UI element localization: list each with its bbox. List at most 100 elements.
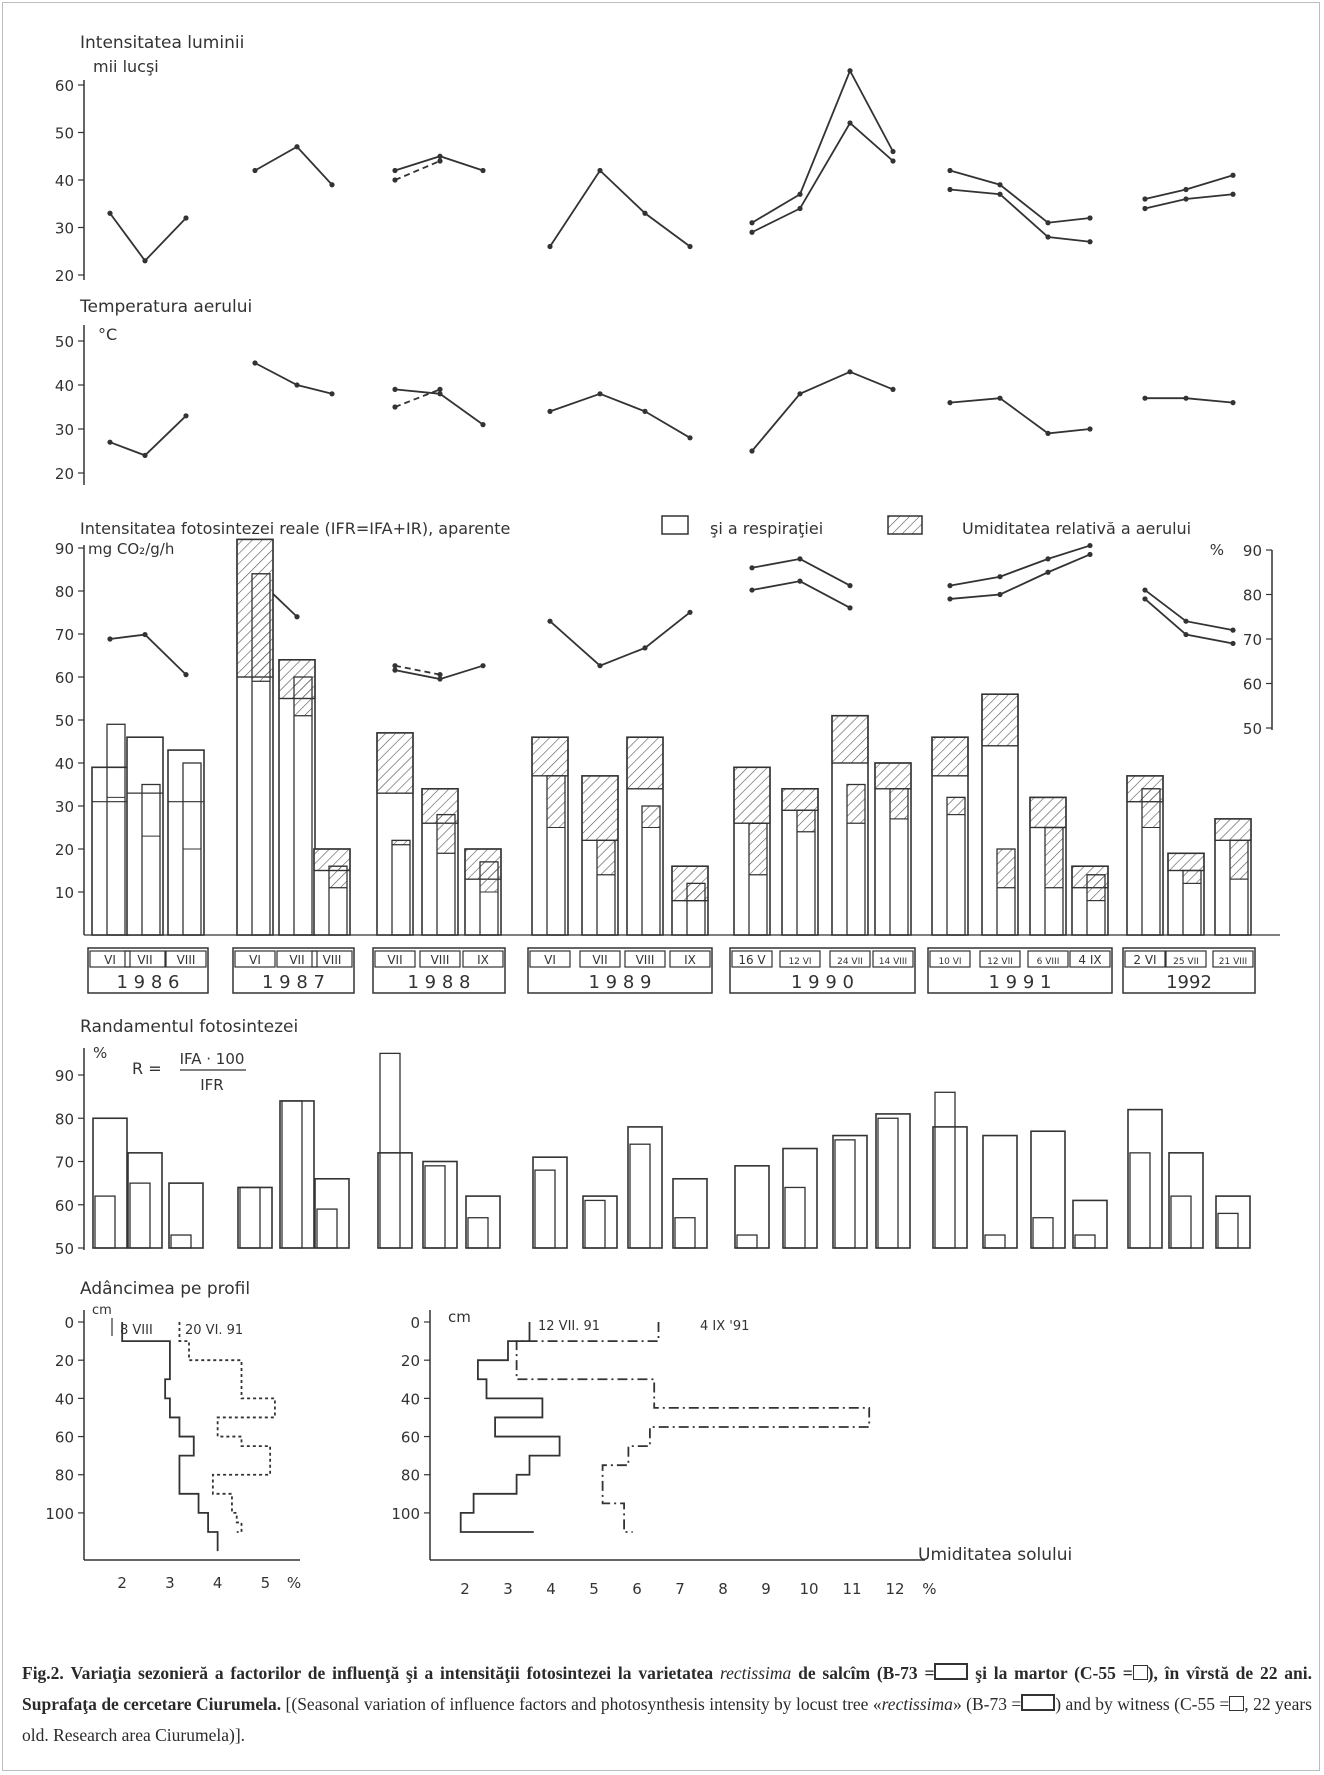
series-line-0-2-1: [394, 160, 441, 181]
humidity-tick-label-3: 60: [1243, 676, 1262, 694]
point-1-6-0-2: [1230, 400, 1236, 406]
point-1-0-0-2: [183, 413, 189, 419]
humidity-point-4-0-1: [797, 556, 803, 562]
yield-bar-narrow-2-2: [467, 1217, 489, 1249]
yield-bar-wide-0-2: [168, 1182, 204, 1249]
point-1-1-0-2: [329, 391, 335, 397]
b73-symbol: [934, 1663, 969, 1680]
photo-tick-label-7: 20: [55, 841, 74, 859]
humidity-point-2-0-2: [480, 663, 486, 669]
series-line-0-5-1: [949, 188, 1091, 243]
photo-bar-wide-ir-3-2: [626, 736, 664, 790]
c55-symbol: [1132, 1665, 1148, 1680]
photo-bar-wide-ir-5-0: [931, 736, 969, 777]
humidity-point-5-0-3: [1087, 542, 1093, 549]
yield-bar-narrow-4-2: [834, 1139, 856, 1249]
yield-tick-label-0: 90: [55, 1067, 74, 1085]
point-1-5-0-2: [1045, 430, 1051, 436]
point-0-5-0-0: [947, 167, 953, 174]
c55-symbol-en: [1229, 1696, 1245, 1711]
month-box-3-3: [669, 950, 711, 968]
yield-bar-wide-2-0: [377, 1152, 413, 1249]
photo-bar-wide-ir-2-0: [376, 732, 414, 794]
point-1-2-0-2: [480, 422, 486, 428]
photo-bar-narrow-ir-5-3: [1086, 874, 1106, 902]
depth-right-xtick-4: 6: [632, 1580, 642, 1598]
point-0-1-0-2: [329, 182, 335, 188]
month-box-2-2: [462, 950, 504, 968]
series-line-1-3-0: [549, 392, 691, 439]
photo-bar-wide-ir-5-2: [1029, 796, 1067, 829]
point-0-5-1-0: [947, 186, 953, 193]
month-label-3-3: IX: [684, 953, 696, 967]
yield-bar-wide-2-1: [422, 1160, 458, 1249]
photo-unit: mg CO₂/g/h: [88, 540, 174, 558]
depth-right-xtick-8: 10: [799, 1580, 818, 1598]
yield-tick-label-3: 60: [55, 1197, 74, 1215]
point-0-4-0-2: [847, 68, 853, 74]
yield-bar-wide-6-2: [1215, 1195, 1251, 1249]
month-label-3-1: VII: [592, 953, 607, 967]
point-0-5-1-3: [1087, 239, 1093, 245]
depth-right-xtick-9: 11: [842, 1580, 861, 1598]
point-1-2-1-1: [437, 386, 443, 392]
humidity-line-4-1: [751, 580, 851, 609]
depth-right-tick-label-0: 0: [410, 1314, 420, 1332]
caption-n4: , 22 years old. Research area Ciurumela)…: [22, 1694, 1312, 1745]
month-label-1-1: VII: [289, 953, 304, 967]
month-box-0-0: [89, 950, 131, 968]
month-label-4-1: 12 VI: [788, 957, 811, 967]
month-box-4-1: [779, 950, 821, 968]
month-label-1-0: VI: [249, 953, 261, 967]
humidity-point-3-0-2: [642, 645, 648, 651]
photo-bar-narrow-ir-4-3: [889, 788, 909, 820]
humidity-line-5-0: [949, 544, 1091, 587]
humidity-point-4-0-0: [749, 565, 755, 571]
legend-ifa-box: [661, 515, 689, 535]
photo-tick-label-6: 30: [55, 798, 74, 816]
month-box-4-3: [872, 950, 914, 968]
humidity-point-5-0-2: [1045, 556, 1051, 562]
yield-bar-wide-5-1: [982, 1134, 1018, 1249]
caption-b2: de salcîm (B-73 =: [798, 1663, 935, 1683]
photo-bar-narrow-ir-6-2: [1229, 839, 1249, 880]
yield-bar-wide-3-1: [582, 1195, 618, 1249]
point-0-4-1-3: [890, 158, 896, 164]
temp-tick-label-2: 30: [55, 421, 74, 439]
depth-left-tick-label-1: 20: [55, 1352, 74, 1370]
yield-bar-wide-3-3: [672, 1178, 708, 1249]
light-tick-label-4: 20: [55, 267, 74, 285]
depth-left-xtick-3: 5: [261, 1574, 271, 1592]
yield-bar-narrow-5-2: [1032, 1217, 1054, 1249]
humidity-point-5-1-0: [947, 596, 953, 602]
point-1-6-0-1: [1183, 395, 1189, 401]
humidity-point-1-0-1: [294, 614, 300, 620]
photo-bar-narrow-0-1: [141, 783, 161, 936]
humidity-line-2-1: [394, 664, 441, 676]
year-box-1: [232, 947, 355, 994]
year-label-6: 1992: [1166, 972, 1212, 993]
point-0-1-0-1: [294, 144, 300, 150]
light-tick-label-0: 60: [55, 77, 74, 95]
soil-title: Umiditatea solului: [918, 1545, 1072, 1565]
month-label-6-1: 25 VII: [1173, 957, 1199, 967]
photo-bar-wide-ir-4-3: [874, 762, 912, 790]
yield-bar-narrow-1-0: [239, 1186, 261, 1249]
humidity-point-5-1-3: [1087, 551, 1093, 558]
caption-b4: ), în vîrstă de 22 ani. Suprafaţa de cer…: [22, 1663, 1312, 1714]
series-line-0-1-0: [254, 145, 333, 186]
month-label-0-1: VII: [137, 953, 152, 967]
month-label-1-2: VIII: [323, 953, 342, 967]
photo-bar-wide-ir-6-2: [1214, 818, 1252, 842]
photo-bar-wide-ir-4-2: [831, 715, 869, 764]
point-1-3-0-0: [547, 408, 553, 414]
humidity-point-6-1-0: [1142, 596, 1148, 602]
photo-bar-narrow-ir-1-1: [293, 676, 313, 717]
yield-bar-wide-6-1: [1168, 1152, 1204, 1249]
point-1-1-0-1: [294, 382, 300, 388]
photo-tick-label-3: 60: [55, 669, 74, 687]
month-box-4-2: [829, 950, 871, 968]
point-0-2-1-0: [392, 177, 398, 183]
humidity-point-4-0-2: [847, 583, 853, 589]
depth-left-xtick-2: 4: [213, 1574, 223, 1592]
